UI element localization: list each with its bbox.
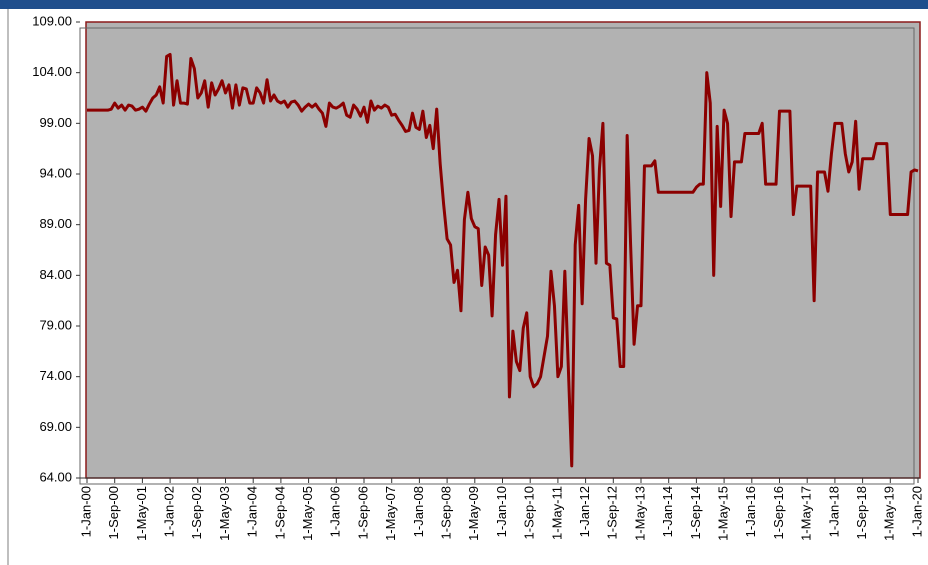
y-tick-label: 89.00 (39, 216, 72, 231)
x-tick-label: 1-May-11 (549, 486, 564, 540)
x-tick-label: 1-Jan-18 (826, 486, 841, 537)
x-tick-label: 1-Jan-08 (411, 486, 426, 537)
x-tick-label: 1-May-07 (383, 486, 398, 541)
x-tick-label: 1-Sep-12 (605, 486, 620, 539)
x-tick-label: 1-May-09 (466, 486, 481, 541)
x-tick-label: 1-May-01 (134, 486, 149, 541)
x-tick-label: 1-Sep-18 (854, 486, 869, 539)
y-tick-label: 104.00 (32, 64, 72, 79)
y-tick-label: 94.00 (39, 165, 72, 180)
x-tick-label: 1-May-03 (217, 486, 232, 541)
x-tick-label: 1-Jan-00 (78, 486, 93, 537)
x-tick-label: 1-May-15 (716, 486, 731, 541)
x-tick-label: 1-Jan-02 (162, 486, 177, 537)
x-tick-label: 1-Jan-12 (577, 486, 592, 537)
x-tick-label: 1-May-19 (882, 486, 897, 541)
y-tick-label: 79.00 (39, 317, 72, 332)
y-tick-label: 99.00 (39, 115, 72, 130)
y-tick-label: 74.00 (39, 368, 72, 383)
x-tick-label: 1-Sep-06 (355, 486, 370, 539)
top-bar (0, 0, 928, 9)
x-tick-label: 1-Sep-14 (688, 486, 703, 539)
x-tick-label: 1-Jan-20 (909, 486, 924, 537)
y-tick-label: 84.00 (39, 267, 72, 282)
x-tick-label: 1-May-17 (799, 486, 814, 541)
x-tick-label: 1-Sep-02 (189, 486, 204, 539)
y-tick-label: 109.00 (32, 13, 72, 28)
x-tick-label: 1-May-05 (300, 486, 315, 541)
x-tick-label: 1-Jan-04 (245, 486, 260, 537)
y-tick-label: 69.00 (39, 419, 72, 434)
x-tick-label: 1-Sep-16 (771, 486, 786, 539)
x-tick-label: 1-May-13 (632, 486, 647, 541)
x-tick-label: 1-Jan-10 (494, 486, 509, 537)
x-tick-label: 1-Sep-08 (439, 486, 454, 539)
x-tick-label: 1-Jan-14 (660, 486, 675, 537)
data-line (87, 52, 919, 468)
plot-frame (79, 27, 915, 485)
x-tick-label: 1-Sep-04 (272, 486, 287, 539)
x-tick-label: 1-Sep-00 (106, 486, 121, 539)
x-tick-label: 1-Jan-16 (743, 486, 758, 537)
x-tick-label: 1-Jan-06 (328, 486, 343, 537)
x-tick-label: 1-Sep-10 (522, 486, 537, 539)
y-tick-label: 64.00 (39, 469, 72, 484)
